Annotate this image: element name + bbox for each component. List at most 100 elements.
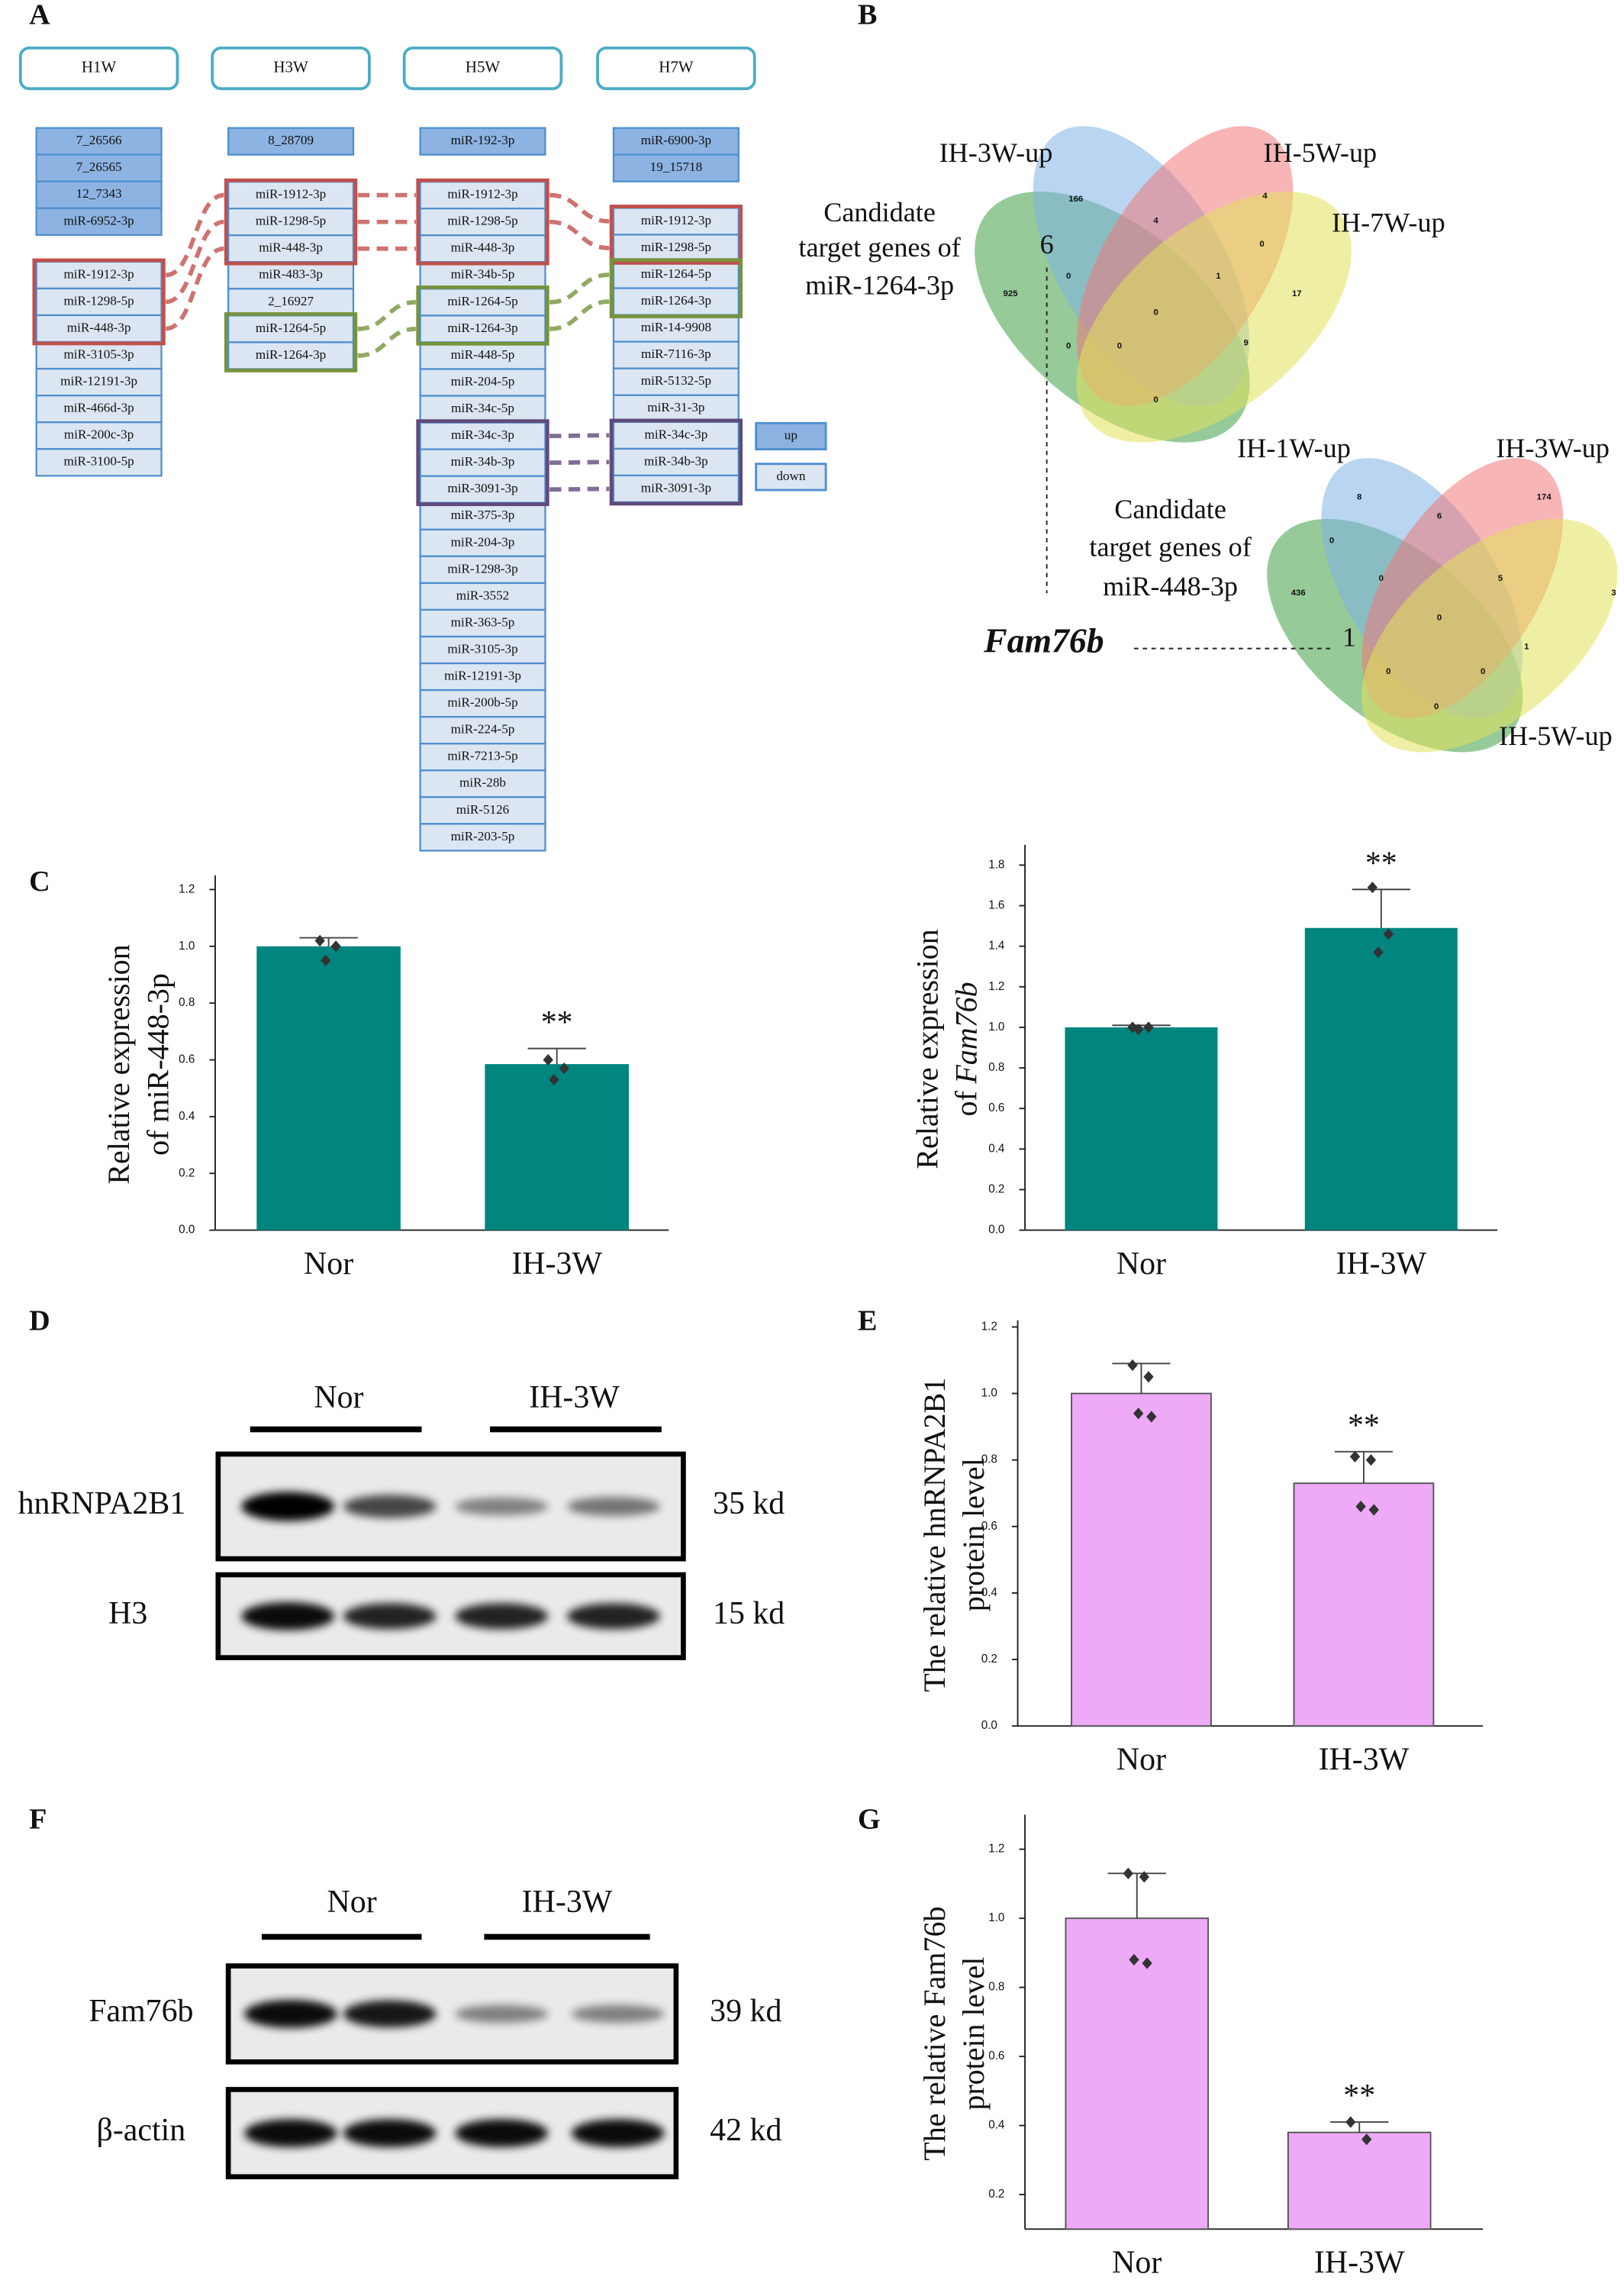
y-axis-label-text: Relative expression <box>910 929 944 1169</box>
y-axis-label-text: of miR-448-3p <box>141 973 176 1156</box>
x-tick-label: Nor <box>1112 2246 1162 2280</box>
significance: ** <box>1343 2078 1375 2114</box>
y-tick-label: 1.8 <box>988 858 1004 871</box>
x-tick-label: IH-3W <box>1336 1246 1426 1282</box>
y-tick-label: 1.2 <box>981 1320 997 1333</box>
venn-set-label: IH-1W-up <box>1237 433 1351 463</box>
venn-count: 0 <box>1153 308 1158 318</box>
up-mirna: miR-6952-3p <box>63 213 134 227</box>
down-mirna-box <box>419 743 546 772</box>
band <box>343 2000 437 2028</box>
down-mirna-box <box>612 234 740 263</box>
y-axis-label: Relative expression <box>910 929 944 1169</box>
bar <box>485 1064 629 1230</box>
down-mirna-box <box>227 180 355 210</box>
venn-count: 1 <box>1342 622 1356 653</box>
down-mirna: miR-12191-3p <box>444 669 521 683</box>
data-point <box>1345 2116 1356 2128</box>
x-tick-label: Nor <box>304 1246 353 1282</box>
size-label: 15 kd <box>713 1596 785 1631</box>
gene-label: Fam76b <box>983 621 1104 659</box>
band <box>343 1495 437 1518</box>
candidate-label: target genes of <box>798 232 961 263</box>
down-mirna-box <box>419 180 546 210</box>
venn-set <box>1076 191 1352 443</box>
data-point <box>321 954 331 966</box>
up-mirna-box <box>227 127 355 156</box>
down-mirna: miR-3100-5p <box>63 454 134 469</box>
up-mirna: 12_7343 <box>76 186 122 201</box>
down-mirna-box <box>35 260 163 290</box>
data-point <box>543 1053 553 1066</box>
down-mirna: miR-448-5p <box>451 347 515 362</box>
data-point <box>1355 1501 1366 1513</box>
down-mirna: miR-34b-3p <box>451 454 515 469</box>
data-point <box>1143 1371 1154 1383</box>
y-tick-label: 0.8 <box>988 1061 1004 1074</box>
up-mirna-box <box>612 127 740 156</box>
down-mirna: miR-7213-5p <box>447 749 517 763</box>
y-axis-label: Relative expression <box>102 944 136 1184</box>
venn-count: 0 <box>1066 272 1071 281</box>
venn-set-label: IH-5W-up <box>1499 721 1613 751</box>
down-mirna-box <box>227 208 355 237</box>
up-mirna: miR-192-3p <box>451 133 515 147</box>
down-mirna-box <box>35 287 163 317</box>
down-mirna: miR-1298-5p <box>256 214 326 228</box>
size-label: 35 kd <box>713 1486 785 1521</box>
band <box>244 2000 338 2028</box>
down-mirna-box <box>35 448 163 477</box>
y-axis-label: protein level <box>956 1458 991 1611</box>
down-mirna: miR-1264-3p <box>447 321 517 335</box>
data-point <box>559 1063 569 1075</box>
x-tick-label: Nor <box>1116 1246 1166 1282</box>
data-point <box>1143 1021 1154 1034</box>
data-point <box>1367 881 1378 894</box>
column-header: H1W <box>82 57 117 76</box>
down-mirna-box <box>419 341 546 370</box>
up-mirna-box <box>35 153 163 182</box>
down-mirna-box <box>227 261 355 290</box>
panel-label: C <box>29 866 50 898</box>
down-mirna-box <box>227 288 355 317</box>
down-mirna-box <box>35 314 163 343</box>
band <box>455 1603 549 1630</box>
down-mirna-box <box>419 823 546 852</box>
band <box>571 2119 665 2147</box>
connector <box>357 299 417 331</box>
connector <box>549 433 610 438</box>
highlight-group <box>609 205 743 265</box>
down-mirna: miR-34b-3p <box>644 453 708 468</box>
highlight-group <box>416 419 549 507</box>
down-mirna: miR-5132-5p <box>641 373 711 388</box>
venn-count: 925 <box>1004 289 1019 298</box>
down-mirna: miR-224-5p <box>451 722 515 737</box>
venn-set-label: IH-5W-up <box>1263 137 1377 168</box>
up-mirna: 19_15718 <box>650 160 703 174</box>
data-point <box>1139 1871 1149 1883</box>
column-header-box <box>211 46 371 91</box>
y-tick-label: 0.8 <box>981 1453 997 1466</box>
y-tick-label: 0.8 <box>988 1981 1004 1994</box>
band <box>343 1603 437 1630</box>
down-mirna-box <box>612 340 740 369</box>
y-tick-label: 0.2 <box>988 1182 1004 1195</box>
y-axis-label: The relative hnRNPA2B1 <box>917 1378 952 1692</box>
highlight-group <box>609 418 743 506</box>
venn-count: 174 <box>1537 493 1552 502</box>
down-mirna: miR-3091-3p <box>447 481 517 495</box>
down-mirna-box <box>35 340 163 370</box>
data-point <box>1383 928 1394 940</box>
down-mirna: miR-28b <box>459 776 506 790</box>
down-mirna: miR-1264-3p <box>641 293 711 308</box>
down-mirna: miR-1264-3p <box>256 347 326 362</box>
venn-set <box>1361 518 1618 753</box>
bar <box>1287 2131 1432 2230</box>
up-mirna-box <box>35 207 163 236</box>
down-mirna: miR-448-3p <box>67 320 131 334</box>
y-tick-label: 1.0 <box>981 1387 997 1400</box>
highlight-group <box>32 258 166 346</box>
down-mirna: miR-3091-3p <box>641 480 711 495</box>
down-mirna: miR-1912-3p <box>447 187 517 202</box>
up-mirna: 7_26566 <box>76 133 122 147</box>
